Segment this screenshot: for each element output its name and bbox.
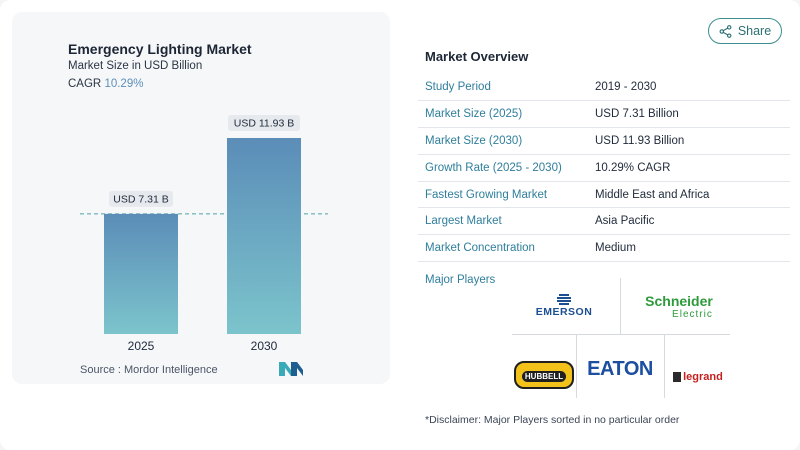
- overview-key: Growth Rate (2025 - 2030): [418, 154, 588, 182]
- overview-value: Medium: [588, 234, 790, 263]
- eaton-text: EATON: [587, 357, 653, 380]
- hubbell-text: HUBBELL: [521, 371, 567, 382]
- schneider-text: Schneider: [645, 293, 713, 309]
- overview-key: Market Size (2030): [418, 127, 588, 155]
- data-label: USD 11.93 B: [234, 118, 295, 130]
- hubbell-logo: HUBBELL: [513, 360, 575, 390]
- cagr-value: 10.29%: [104, 78, 144, 90]
- schneider-logo: Schneider Electric: [634, 292, 724, 324]
- overview-row: Market Concentration Medium: [418, 234, 790, 263]
- mordor-logo-icon: [279, 362, 303, 376]
- emerson-mark-icon: [557, 294, 571, 305]
- emerson-logo: EMERSON: [520, 288, 608, 324]
- bar-2030: [227, 138, 301, 334]
- overview-row: Growth Rate (2025 - 2030) 10.29% CAGR: [418, 154, 790, 182]
- players-divider: [512, 334, 730, 335]
- source-note: Source : Mordor Intelligence: [80, 364, 218, 376]
- data-label-bg: [228, 115, 300, 131]
- schneider-sub-text: Electric: [672, 309, 713, 320]
- chart-subtitle: Market Size in USD Billion: [68, 60, 203, 72]
- overview-value: USD 11.93 Billion: [588, 127, 790, 155]
- chart-card: [12, 12, 390, 384]
- legrand-logo: legrand: [666, 366, 730, 388]
- share-button[interactable]: Share: [708, 18, 782, 44]
- overview-key: Market Size (2025): [418, 100, 588, 129]
- disclaimer: *Disclaimer: Major Players sorted in no …: [425, 414, 680, 426]
- players-title: Major Players: [425, 274, 496, 286]
- overview-key: Market Concentration: [418, 234, 588, 263]
- chart-title: Emergency Lighting Market: [68, 41, 252, 57]
- bar-2025: [104, 213, 178, 334]
- bar-chart: USD 7.31 B 2025 USD 11.93 B 2030: [80, 115, 328, 353]
- category-label: 2030: [251, 339, 278, 353]
- emerson-text: EMERSON: [535, 306, 593, 318]
- overview-value: Asia Pacific: [588, 207, 790, 236]
- overview-table: Study Period 2019 - 2030 Market Size (2025…: [418, 74, 790, 263]
- share-icon: [719, 24, 732, 38]
- category-label: 2025: [128, 339, 155, 353]
- legrand-mark-icon: [673, 372, 682, 382]
- overview-row: Fastest Growing Market Middle East and Af…: [418, 181, 790, 209]
- eaton-logo: EATON: [582, 354, 658, 384]
- data-label-bg: [109, 190, 173, 207]
- overview-row: Study Period 2019 - 2030: [418, 74, 790, 102]
- players-divider: [576, 334, 577, 398]
- players-divider: [664, 334, 665, 398]
- cagr-line: CAGR 10.29%: [68, 78, 143, 90]
- overview-value: Middle East and Africa: [588, 181, 790, 209]
- overview-key: Largest Market: [418, 207, 588, 236]
- legrand-text: legrand: [683, 371, 723, 383]
- share-label: Share: [737, 24, 772, 38]
- overview-value: 10.29% CAGR: [588, 154, 790, 182]
- overview-row: Largest Market Asia Pacific: [418, 207, 790, 236]
- overview-key: Study Period: [418, 74, 588, 102]
- overview-key: Fastest Growing Market: [418, 181, 588, 209]
- data-label: USD 7.31 B: [113, 193, 168, 205]
- players-divider: [620, 278, 621, 334]
- cagr-label: CAGR: [68, 78, 102, 90]
- overview-title: Market Overview: [425, 49, 529, 64]
- overview-value: USD 7.31 Billion: [588, 100, 790, 129]
- overview-value: 2019 - 2030: [588, 74, 790, 102]
- overview-row: Market Size (2025) USD 7.31 Billion: [418, 100, 790, 129]
- overview-row: Market Size (2030) USD 11.93 Billion: [418, 127, 790, 155]
